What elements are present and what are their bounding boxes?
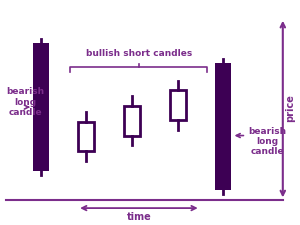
Bar — [78, 122, 94, 151]
Text: time: time — [127, 212, 151, 222]
Text: price: price — [286, 94, 296, 122]
Bar — [33, 43, 49, 171]
Text: bearish
long
candle: bearish long candle — [7, 87, 45, 117]
Bar — [215, 63, 231, 190]
Bar — [124, 106, 140, 135]
Bar — [170, 90, 186, 120]
Text: bearish
long
candle: bearish long candle — [248, 126, 287, 156]
Text: bullish short candles: bullish short candles — [86, 49, 192, 58]
